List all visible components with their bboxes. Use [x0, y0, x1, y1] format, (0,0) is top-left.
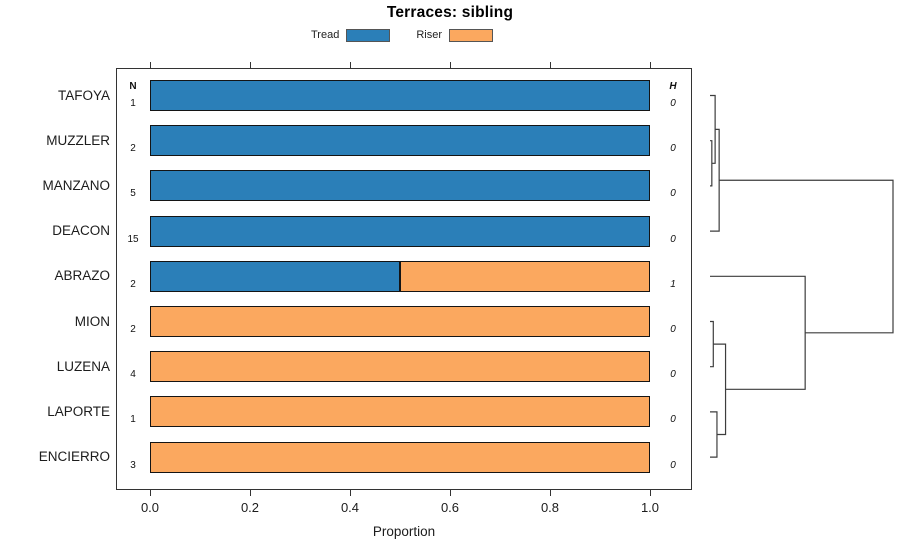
- legend-swatch-tread: [346, 28, 391, 42]
- y-axis-label: LUZENA: [56, 358, 110, 374]
- x-tick-label: 0.8: [540, 500, 560, 515]
- dendrogram-link: [719, 179, 894, 334]
- n-value: 5: [130, 188, 136, 200]
- x-tick: [450, 490, 451, 496]
- h-value: 0: [670, 188, 676, 200]
- x-tick: [650, 490, 651, 496]
- h-value: 0: [670, 233, 676, 245]
- bar-segment-riser: [150, 306, 650, 337]
- n-value: 15: [127, 233, 139, 245]
- y-axis-label: MUZZLER: [46, 132, 110, 148]
- y-axis-label: DEACON: [52, 223, 110, 239]
- h-column-header: H: [669, 81, 677, 92]
- x-tick: [250, 490, 251, 496]
- y-axis-label: ABRAZO: [54, 268, 110, 284]
- x-tick: [150, 490, 151, 496]
- chart-title: Terraces: sibling: [386, 4, 514, 21]
- h-value: 0: [670, 369, 676, 381]
- y-axis-label: MANZANO: [42, 177, 111, 193]
- x-axis-title: Proportion: [372, 524, 436, 539]
- x-tick-label: 0.6: [440, 500, 460, 515]
- x-tick-label: 1.0: [640, 500, 660, 515]
- dendrogram-link: [710, 275, 806, 390]
- dendrogram-link: [710, 411, 718, 458]
- n-value: 1: [130, 98, 136, 109]
- h-value: 0: [670, 324, 676, 335]
- x-top-tick: [650, 62, 651, 68]
- n-value: 2: [130, 324, 136, 335]
- h-value: 0: [670, 143, 676, 155]
- x-tick-label: 0.4: [340, 500, 360, 515]
- legend-label-riser: Riser: [416, 29, 442, 41]
- x-top-tick: [350, 62, 351, 68]
- bar-segment-tread: [150, 215, 650, 247]
- x-tick-label: 0.0: [140, 500, 160, 515]
- h-value: 0: [670, 414, 676, 426]
- x-top-tick: [550, 62, 551, 68]
- y-axis-label: ENCIERRO: [38, 449, 110, 465]
- x-tick: [550, 490, 551, 496]
- bar-segment-tread: [150, 170, 650, 202]
- dendrogram-link: [710, 94, 716, 164]
- legend-item-riser: Riser: [416, 28, 493, 42]
- dendrogram-link: [710, 140, 713, 187]
- x-tick: [350, 490, 351, 496]
- dendrogram-link: [713, 343, 727, 436]
- h-value: 0: [670, 459, 676, 471]
- x-top-tick: [150, 62, 151, 68]
- bar-segment-riser: [150, 351, 650, 383]
- dendrogram: [710, 94, 894, 458]
- h-value: 1: [670, 278, 676, 290]
- x-top-tick: [450, 62, 451, 68]
- n-value: 2: [130, 143, 136, 155]
- bar-segment-riser: [150, 441, 650, 473]
- h-value: 0: [670, 98, 676, 109]
- x-top-tick: [250, 62, 251, 68]
- bar-segment-riser: [400, 260, 650, 292]
- bar-segment-tread: [150, 260, 400, 292]
- dendrogram-link: [710, 320, 714, 368]
- n-value: 1: [130, 414, 136, 426]
- x-tick-label: 0.2: [240, 500, 260, 515]
- n-value: 2: [130, 278, 136, 290]
- legend-item-tread: Tread: [311, 28, 391, 42]
- legend: Tread Riser: [0, 27, 804, 43]
- y-axis-label: TAFOYA: [57, 87, 110, 103]
- n-value: 3: [130, 459, 136, 471]
- n-column-header: N: [129, 81, 137, 92]
- bar-segment-tread: [150, 125, 650, 157]
- legend-swatch-riser: [449, 28, 493, 42]
- bar-segment-tread: [150, 80, 650, 111]
- bar-segment-riser: [150, 396, 650, 428]
- n-value: 4: [130, 369, 136, 381]
- y-axis-label: LAPORTE: [47, 403, 110, 419]
- y-axis-label: MION: [74, 313, 110, 329]
- legend-label-tread: Tread: [311, 29, 340, 41]
